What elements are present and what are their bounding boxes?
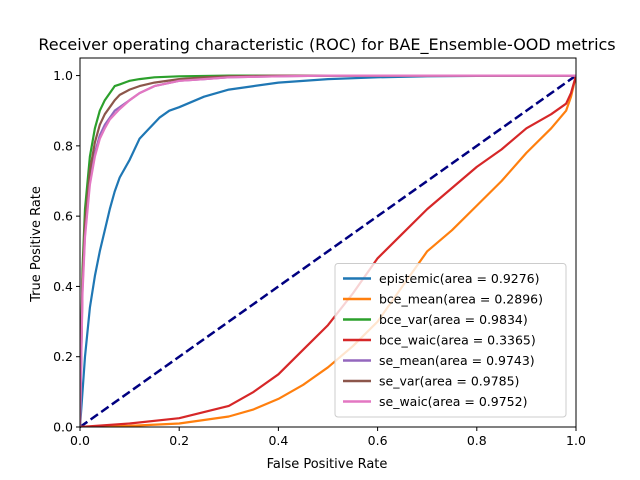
y-tick-label: 0.6 — [53, 209, 73, 224]
x-tick-label: 0.4 — [268, 433, 288, 448]
legend-box — [334, 263, 567, 418]
x-axis-label: False Positive Rate — [267, 457, 388, 472]
x-tick-label: 0.6 — [368, 433, 388, 448]
series-line-0 — [80, 74, 576, 427]
series-line-6 — [80, 74, 576, 427]
legend-label-5: se_var(area = 0.9785) — [379, 374, 519, 389]
legend-label-4: se_mean(area = 0.9743) — [379, 353, 535, 368]
legend-label-6: se_waic(area = 0.9752) — [379, 394, 527, 409]
y-tick-label: 1.0 — [53, 68, 73, 83]
legend-label-3: bce_waic(area = 0.3365) — [379, 333, 536, 348]
chart-title: Receiver operating characteristic (ROC) … — [38, 35, 615, 55]
y-tick-label: 0.0 — [53, 420, 73, 435]
x-tick-label: 0.0 — [70, 433, 90, 448]
legend: epistemic(area = 0.9276) bce_mean(area = … — [334, 263, 567, 418]
legend-label-2: bce_var(area = 0.9834) — [379, 312, 528, 327]
y-tick-label: 0.2 — [53, 349, 73, 364]
x-tick-label: 0.8 — [467, 433, 487, 448]
series-line-3 — [80, 75, 576, 427]
plot-area — [79, 57, 577, 429]
series-line-5 — [80, 74, 576, 427]
series-line-2 — [80, 74, 576, 427]
x-tick-label: 1.0 — [566, 433, 586, 448]
legend-label-1: bce_mean(area = 0.2896) — [379, 292, 543, 307]
diagonal-reference-line — [79, 74, 577, 429]
axes-frame — [79, 57, 577, 428]
y-axis-label: True Positive Rate — [29, 186, 44, 303]
legend-label-0: epistemic(area = 0.9276) — [379, 271, 540, 286]
x-tick-label: 0.2 — [169, 433, 189, 448]
y-tick-label: 0.8 — [53, 138, 73, 153]
axis-ticks: 0.0 0.2 0.4 0.6 0.8 1.0 0.0 0.2 0.4 0.6 0.8 1.0 — [53, 68, 586, 448]
y-tick-label: 0.4 — [53, 279, 73, 294]
